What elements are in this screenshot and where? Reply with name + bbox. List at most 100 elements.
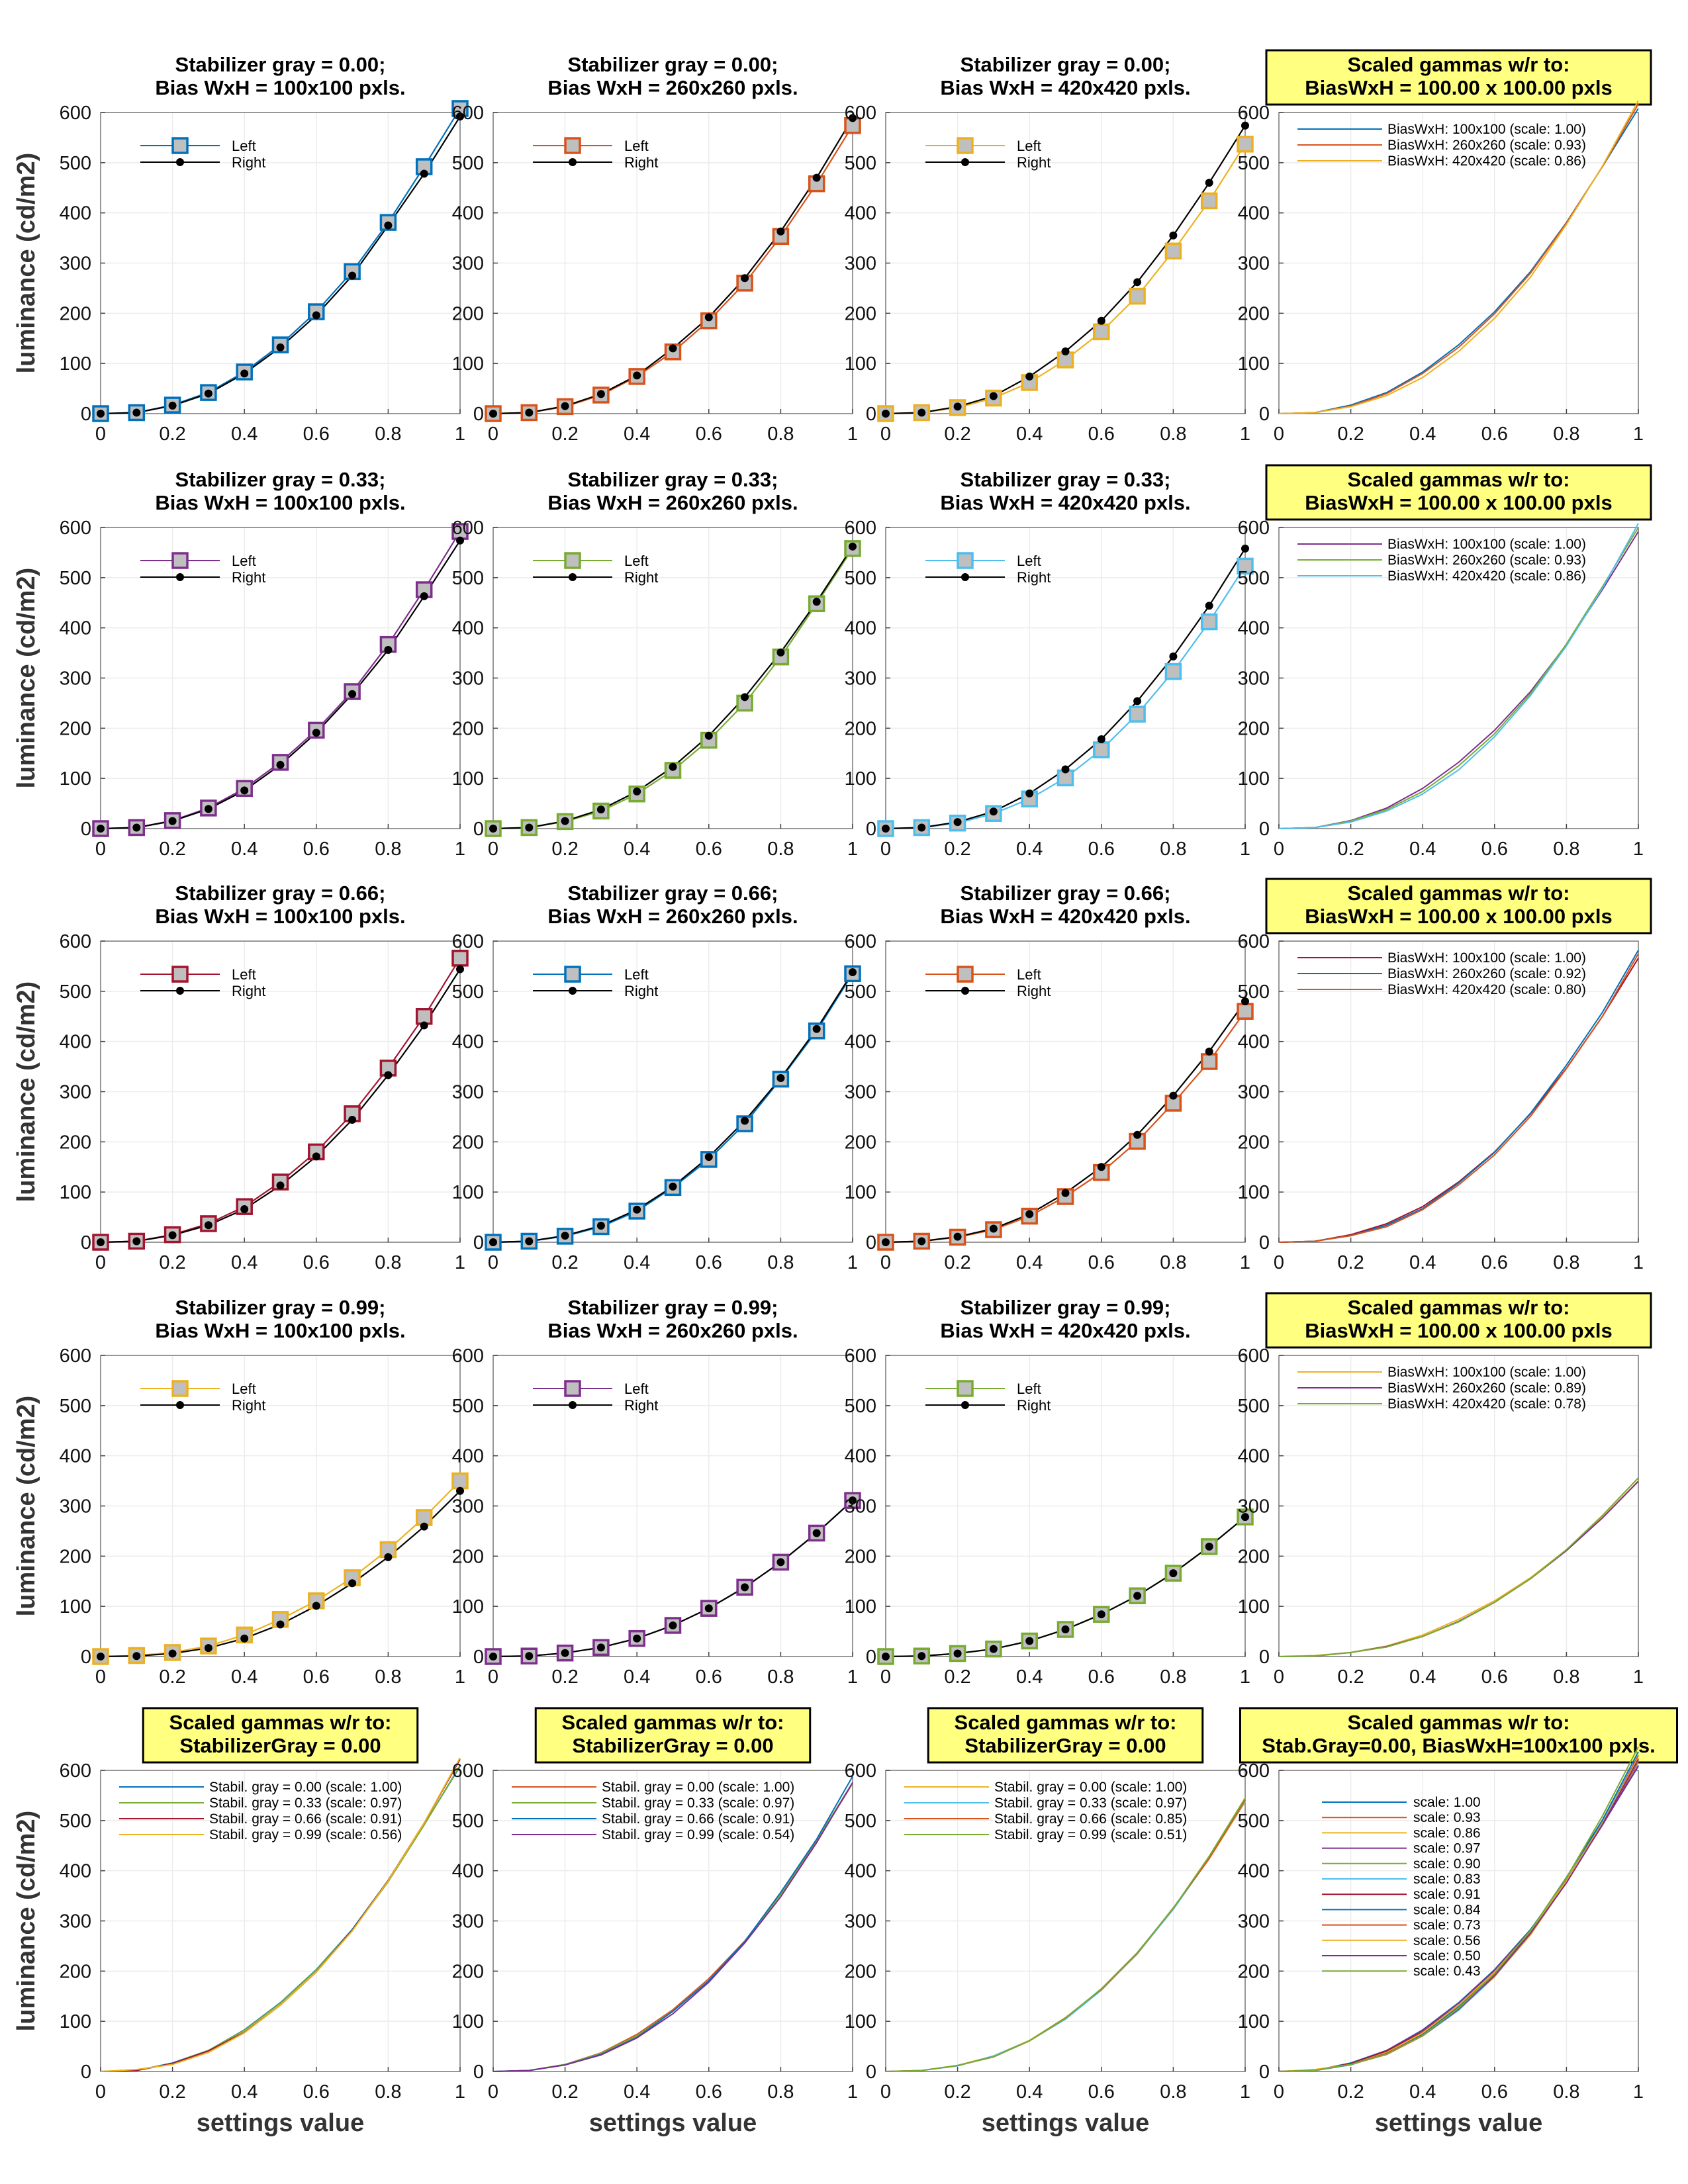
data-marker-dot [132, 1652, 141, 1661]
row-ylabels: luminance (cd/m2) luminance (cd/m2) lumi… [13, 153, 40, 2032]
data-marker-square [1164, 662, 1182, 680]
legend-marker-dot [176, 573, 184, 581]
data-marker-dot [384, 1553, 393, 1561]
y-tick-label: 0 [1259, 1647, 1270, 1668]
y-tick-label: 600 [1238, 103, 1270, 124]
data-marker-square [1200, 1053, 1218, 1070]
data-marker-dot [669, 762, 677, 771]
y-tick-label: 100 [845, 2011, 876, 2032]
data-marker-square [1093, 323, 1110, 341]
y-tick-label: 500 [452, 153, 484, 174]
x-tick-label: 0 [880, 1666, 891, 1688]
legend-label: scale: 0.43 [1413, 1964, 1481, 1979]
data-marker-dot [1241, 1513, 1249, 1522]
legend-label: Left [1017, 966, 1041, 983]
y-tick-label: 400 [1238, 203, 1270, 224]
x-tick-label: 0.2 [159, 839, 185, 860]
y-tick-label: 500 [60, 153, 91, 174]
data-marker-dot [1097, 1163, 1105, 1171]
x-tick-label: 0.2 [1337, 839, 1364, 860]
chart-title-line: Stab.Gray=0.00, BiasWxH=100x100 pxls. [1262, 1734, 1656, 1757]
y-tick-label: 200 [60, 1546, 91, 1567]
data-marker-dot [596, 805, 605, 814]
chart-title-line: Scaled gammas w/r to: [1348, 468, 1570, 491]
series-line [885, 1797, 1246, 2072]
x-tick-label: 0 [488, 2081, 498, 2103]
chart-title-line: StabilizerGray = 0.00 [572, 1734, 773, 1757]
data-marker-dot [204, 805, 212, 813]
y-tick-label: 500 [1238, 153, 1270, 174]
data-marker-square [451, 1472, 469, 1490]
y-tick-label: 500 [1238, 1396, 1270, 1417]
x-tick-label: 0.4 [1409, 1252, 1436, 1273]
x-tick-label: 0.6 [1481, 1252, 1508, 1273]
legend-label: scale: 0.83 [1413, 1872, 1481, 1887]
x-tick-label: 1 [455, 424, 465, 445]
y-tick-label: 400 [845, 618, 876, 639]
y-tick-label: 400 [1238, 618, 1270, 639]
y-tick-label: 0 [473, 2062, 484, 2083]
y-tick-label: 600 [1238, 1345, 1270, 1367]
data-marker-dot [1061, 765, 1070, 774]
y-axis-label-row-5: luminance (cd/m2) [13, 1811, 40, 2032]
legend-label: BiasWxH: 100x100 (scale: 1.00) [1387, 950, 1586, 966]
x-tick-label: 0 [95, 839, 106, 860]
x-tick-label: 0.2 [159, 1252, 185, 1273]
y-tick-label: 600 [845, 103, 876, 124]
data-marker-dot [1133, 278, 1142, 287]
legend-label: Stabil. gray = 0.99 (scale: 0.56) [209, 1827, 402, 1843]
data-marker-dot [741, 693, 749, 702]
title-box [1265, 49, 1652, 106]
x-tick-label: 0 [95, 424, 106, 445]
data-marker-dot [1169, 652, 1178, 660]
data-marker-dot [704, 731, 713, 740]
data-marker-dot [953, 1232, 962, 1241]
data-marker-square [1129, 287, 1146, 305]
y-tick-label: 100 [452, 2011, 484, 2032]
x-tick-label: 1 [1240, 1252, 1250, 1273]
x-tick-label: 1 [847, 1252, 858, 1273]
data-marker-dot [633, 371, 641, 380]
legend-label: scale: 0.93 [1413, 1810, 1481, 1825]
y-tick-label: 300 [452, 1911, 484, 1933]
legend-marker-dot [176, 1401, 184, 1409]
legend-label: Left [624, 553, 649, 569]
x-tick-label: 0.8 [1553, 839, 1579, 860]
y-tick-label: 600 [452, 1345, 484, 1367]
x-axis-label-col-3: settings value [982, 2109, 1149, 2137]
legend-label: BiasWxH: 260x260 (scale: 0.93) [1387, 138, 1586, 153]
y-tick-label: 0 [473, 1647, 484, 1668]
x-tick-label: 0.4 [624, 839, 650, 860]
data-marker-dot [348, 271, 357, 280]
data-marker-dot [917, 1652, 926, 1661]
legend-label: BiasWxH: 100x100 (scale: 1.00) [1387, 1365, 1586, 1380]
title-box [534, 1707, 812, 1764]
data-marker-dot [849, 114, 857, 122]
legend-marker-dot [961, 573, 969, 581]
y-tick-label: 400 [845, 1861, 876, 1882]
x-tick-label: 1 [455, 839, 465, 860]
y-tick-label: 400 [1238, 1446, 1270, 1467]
chart-title-line: Bias WxH = 260x260 pxls. [547, 76, 798, 99]
x-tick-label: 0.4 [231, 839, 258, 860]
chart-p13: 0 100 200 300 400 500 600 0 0.2 0.4 0.6 0.8 1 Stabili… [845, 53, 1254, 445]
y-tick-label: 100 [1238, 1182, 1270, 1203]
data-marker-dot [204, 389, 212, 398]
x-tick-label: 0.8 [375, 424, 401, 445]
legend-label: scale: 0.73 [1413, 1918, 1481, 1933]
data-marker-dot [276, 760, 285, 769]
data-marker-dot [704, 1604, 713, 1613]
data-marker-dot [525, 1652, 534, 1661]
y-tick-label: 500 [1238, 1811, 1270, 1832]
y-tick-label: 200 [60, 1132, 91, 1153]
x-tick-label: 0.4 [231, 1252, 258, 1273]
legend-label: Right [624, 983, 658, 999]
y-tick-label: 300 [452, 1496, 484, 1518]
y-tick-label: 500 [60, 981, 91, 1003]
y-tick-label: 100 [1238, 353, 1270, 375]
y-tick-label: 300 [845, 1082, 876, 1103]
data-marker-dot [669, 1182, 677, 1191]
